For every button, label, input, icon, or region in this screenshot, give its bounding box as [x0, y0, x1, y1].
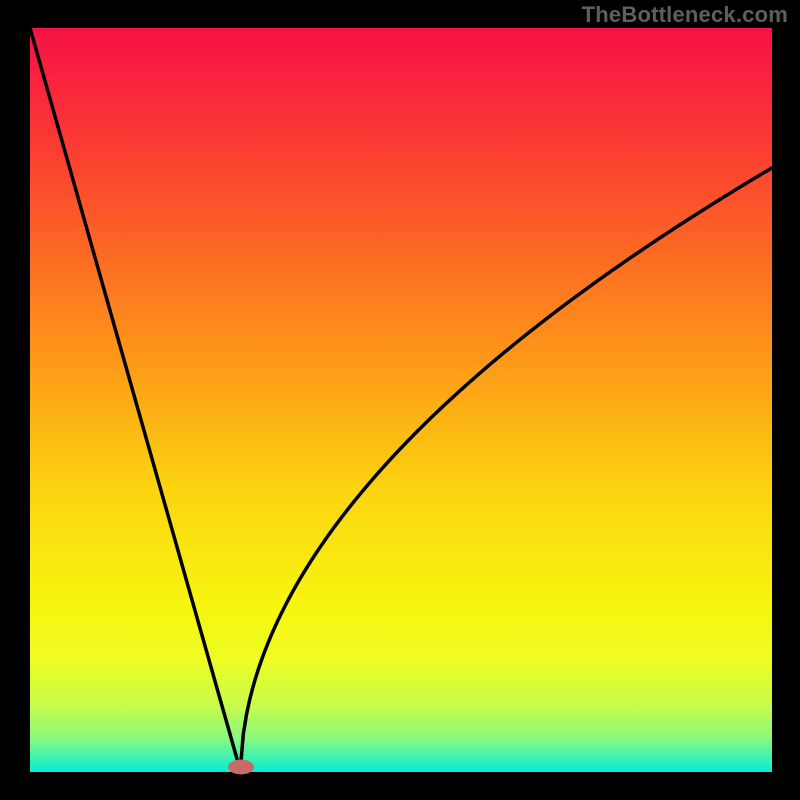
watermark-text: TheBottleneck.com [582, 2, 788, 28]
chart-container: TheBottleneck.com [0, 0, 800, 800]
bottleneck-curve [30, 28, 772, 772]
minimum-marker [228, 759, 254, 774]
plot-area [30, 28, 772, 772]
